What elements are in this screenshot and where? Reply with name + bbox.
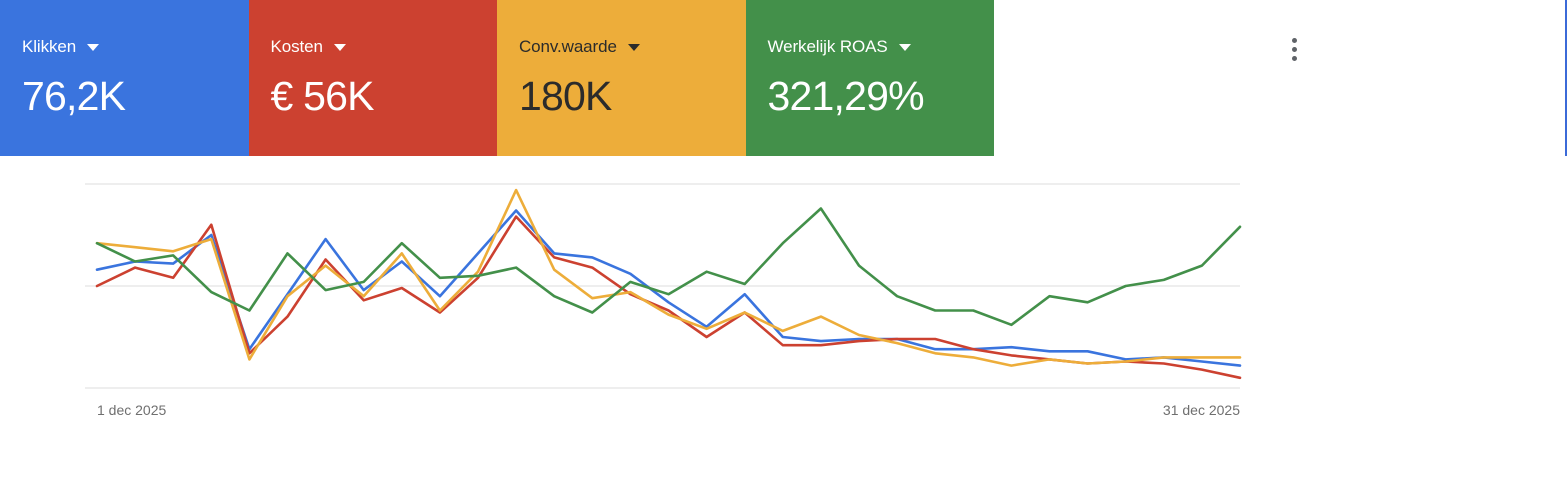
metric-value-cost: € 56K — [270, 73, 375, 119]
metric-card-header[interactable]: Kosten — [271, 36, 498, 58]
metric-card-header[interactable]: Klikken — [22, 36, 249, 58]
metric-card-roas[interactable]: Werkelijk ROAS 321,29% — [745, 0, 995, 156]
metric-value-roas: 321,29% — [767, 73, 925, 119]
chevron-down-icon[interactable] — [87, 44, 100, 51]
chevron-down-icon[interactable] — [898, 44, 911, 51]
metric-card-cost[interactable]: Kosten € 56K — [248, 0, 498, 156]
menu-dot — [1291, 46, 1297, 52]
metric-card-clicks[interactable]: Klikken 76,2K — [0, 0, 249, 156]
series-line-kosten[interactable] — [95, 215, 1242, 380]
chevron-down-icon[interactable] — [627, 44, 640, 51]
menu-dot — [1291, 55, 1297, 61]
metric-cards: Klikken 76,2K Kosten € 56K Conv.waarde 1… — [0, 0, 994, 156]
chevron-down-icon[interactable] — [333, 44, 346, 51]
metric-card-header[interactable]: Conv.waarde — [519, 36, 746, 58]
panel-edge — [1565, 0, 1567, 156]
more-vert-icon[interactable] — [1280, 34, 1308, 64]
menu-dot — [1291, 37, 1297, 43]
metric-label-cost: Kosten — [270, 37, 323, 56]
series-line-conv-waarde[interactable] — [95, 188, 1242, 367]
metric-value-conv-value: 180K — [519, 73, 612, 119]
line-chart: 1 dec 2025 31 dec 2025 — [85, 183, 1242, 418]
chart-series — [95, 188, 1242, 380]
chart-grid — [85, 183, 1240, 389]
metric-card-header[interactable]: Werkelijk ROAS — [768, 36, 995, 58]
metric-label-clicks: Klikken — [22, 37, 77, 56]
series-line-werkelijk-roas[interactable] — [95, 207, 1242, 327]
metric-card-conv-value[interactable]: Conv.waarde 180K — [497, 0, 746, 156]
series-line-klikken[interactable] — [95, 209, 1242, 367]
x-tick-end: 31 dec 2025 — [1163, 402, 1240, 418]
metric-label-roas: Werkelijk ROAS — [767, 37, 888, 56]
metric-value-clicks: 76,2K — [22, 73, 126, 119]
metric-label-conv-value: Conv.waarde — [519, 37, 617, 56]
x-tick-start: 1 dec 2025 — [97, 402, 166, 418]
